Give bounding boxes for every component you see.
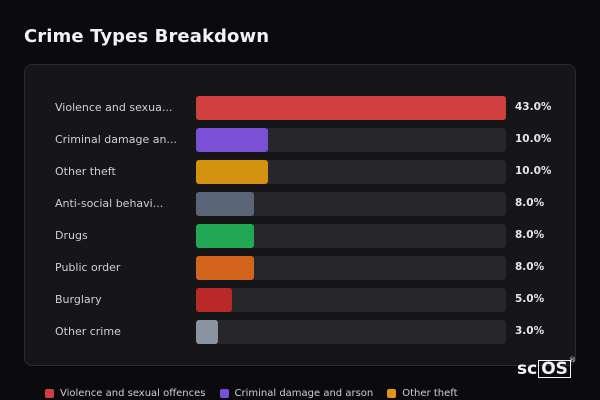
bar <box>196 128 269 152</box>
bar-label: Criminal damage an... <box>55 133 177 146</box>
scos-logo: sc OS ® <box>517 356 576 379</box>
bar-track <box>196 320 506 344</box>
bar-value-label: 43.0% <box>515 101 552 113</box>
chart-legend: Violence and sexual offences Criminal dam… <box>45 386 458 400</box>
bar-value-label: 10.0% <box>515 133 552 145</box>
bar-track <box>196 224 506 248</box>
chart-title: Crime Types Breakdown <box>24 26 270 47</box>
bar-value-label: 10.0% <box>515 165 552 177</box>
bar <box>196 224 254 248</box>
bar-rows: Violence and sexua... 43.0% Criminal damag… <box>25 65 575 365</box>
bar <box>196 320 218 344</box>
legend-label: Criminal damage and arson <box>234 387 374 399</box>
bar-row: Anti-social behavi... 8.0% <box>25 192 575 216</box>
legend-swatch <box>219 388 229 398</box>
bar-value-label: 8.0% <box>515 261 545 273</box>
bar-track <box>196 160 506 184</box>
legend-label: Violence and sexual offences <box>60 387 206 399</box>
bar-track <box>196 128 506 152</box>
bar-track <box>196 288 506 312</box>
bar <box>196 160 269 184</box>
bar-row: Violence and sexua... 43.0% <box>25 96 575 120</box>
bar-row: Criminal damage an... 10.0% <box>25 128 575 152</box>
legend-item: Violence and sexual offences <box>45 388 206 399</box>
bar <box>196 96 506 120</box>
bar <box>196 256 254 280</box>
bar-label: Public order <box>55 261 121 274</box>
bar <box>196 192 254 216</box>
bar-label: Anti-social behavi... <box>55 197 164 210</box>
bar-value-label: 8.0% <box>515 197 545 209</box>
bar-label: Burglary <box>55 293 102 306</box>
bar-value-label: 8.0% <box>515 229 545 241</box>
legend-label: Other theft <box>402 387 458 399</box>
bar-track <box>196 96 506 120</box>
bar-track <box>196 256 506 280</box>
bar-row: Public order 8.0% <box>25 256 575 280</box>
chart-card: Violence and sexua... 43.0% Criminal damag… <box>24 64 576 366</box>
bar-label: Other theft <box>55 165 116 178</box>
legend-item: Other theft <box>387 387 458 399</box>
legend-swatch <box>387 388 397 398</box>
bar-label: Violence and sexua... <box>55 101 173 114</box>
bar-value-label: 3.0% <box>515 325 545 337</box>
legend-swatch <box>45 388 54 398</box>
bar-row: Drugs 8.0% <box>25 224 575 248</box>
bar-row: Burglary 5.0% <box>25 288 575 312</box>
bar <box>196 288 233 312</box>
bar-track <box>196 192 506 216</box>
bar-value-label: 5.0% <box>515 293 545 305</box>
bar-row: Other crime 3.0% <box>25 320 575 344</box>
bar-label: Other crime <box>55 325 121 338</box>
bar-row: Other theft 10.0% <box>25 160 575 184</box>
bar-label: Drugs <box>55 229 88 242</box>
legend-item: Criminal damage and arson <box>219 387 374 399</box>
